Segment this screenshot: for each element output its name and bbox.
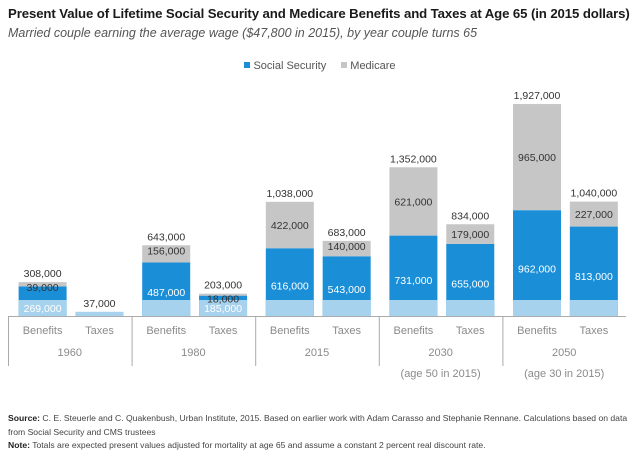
bar-band-2030-taxes xyxy=(446,300,495,316)
data-label-social-security-2050-taxes: 813,000 xyxy=(575,271,613,283)
data-label-total-1980-benefits: 643,000 xyxy=(147,231,185,243)
x-tick-label-2050-taxes: Taxes xyxy=(579,325,608,337)
bar-medicare-2050-taxes xyxy=(569,201,618,227)
bar-medicare-1980-taxes xyxy=(199,293,248,296)
bar-medicare-2015-taxes xyxy=(322,240,371,257)
legend-swatch-medicare xyxy=(341,62,348,69)
chart-title: Present Value of Lifetime Social Securit… xyxy=(8,6,630,21)
chart-footer: Source: C. E. Steuerle and C. Quakenbush… xyxy=(8,412,633,453)
chart-plot-area: 269,000 39,000 308,000 Benefits 37,000 Taxes 4… xyxy=(8,90,626,380)
group-sublabel-2030: (age 50 in 2015) xyxy=(401,368,481,380)
data-label-medicare-1980-taxes: 18,000 xyxy=(207,294,239,306)
source-text: C. E. Steuerle and C. Quakenbush, Urban … xyxy=(8,413,628,437)
note: Note: Totals are expected present values… xyxy=(8,439,633,453)
data-label-medicare-2015-benefits: 422,000 xyxy=(271,220,309,232)
x-tick-label-1980-taxes: Taxes xyxy=(209,325,238,337)
legend: Social Security Medicare xyxy=(0,60,640,72)
bar-band-1980-taxes xyxy=(199,300,248,316)
data-label-medicare-2015-taxes: 140,000 xyxy=(328,241,366,253)
x-tick-label-2015-taxes: Taxes xyxy=(332,325,361,337)
data-label-social-security-2015-benefits: 616,000 xyxy=(271,281,309,293)
x-tick-label-1960-benefits: Benefits xyxy=(23,325,63,337)
data-label-total-2015-benefits: 1,038,000 xyxy=(266,188,313,200)
source-label: Source: xyxy=(8,413,40,423)
data-label-total-1960-taxes: 37,000 xyxy=(83,298,115,310)
note-label: Note: xyxy=(8,440,30,450)
bar-medicare-2030-taxes xyxy=(446,224,495,244)
data-label-social-security-2015-taxes: 543,000 xyxy=(328,284,366,296)
bar-band-2050-benefits xyxy=(513,300,562,316)
data-label-medicare-2030-taxes: 179,000 xyxy=(451,229,489,241)
legend-item-medicare: Medicare xyxy=(341,60,396,72)
x-tick-label-2030-benefits: Benefits xyxy=(394,325,434,337)
legend-swatch-social-security xyxy=(244,62,251,69)
bar-social-security-2050-benefits xyxy=(513,210,562,316)
data-label-social-security-1960-benefits: 269,000 xyxy=(24,303,62,315)
data-label-total-2050-taxes: 1,040,000 xyxy=(571,188,618,200)
x-tick-label-2050-benefits: Benefits xyxy=(517,325,557,337)
group-label-2015: 2015 xyxy=(305,347,329,359)
group-label-2050: 2050 xyxy=(552,347,576,359)
bar-band-1980-benefits xyxy=(142,300,191,316)
bar-band-2015-taxes xyxy=(322,300,371,316)
data-label-total-2015-taxes: 683,000 xyxy=(328,227,366,239)
data-label-social-security-2030-taxes: 655,000 xyxy=(451,279,489,291)
data-label-total-2030-taxes: 834,000 xyxy=(451,210,489,222)
bar-band-2050-taxes xyxy=(569,300,618,316)
group-label-1960: 1960 xyxy=(58,347,82,359)
data-label-total-2030-benefits: 1,352,000 xyxy=(390,153,437,165)
data-label-medicare-1980-benefits: 156,000 xyxy=(147,245,185,257)
data-label-social-security-2050-benefits: 962,000 xyxy=(518,263,556,275)
bar-band-1960-benefits xyxy=(18,300,67,316)
group-label-2030: 2030 xyxy=(428,347,452,359)
data-label-medicare-1960-benefits: 39,000 xyxy=(27,282,59,294)
x-tick-label-1960-taxes: Taxes xyxy=(85,325,114,337)
data-label-medicare-2030-benefits: 621,000 xyxy=(394,196,432,208)
bar-band-2030-benefits xyxy=(389,300,438,316)
data-label-social-security-1980-benefits: 487,000 xyxy=(147,287,185,299)
legend-label-medicare: Medicare xyxy=(350,60,396,72)
bar-medicare-2030-benefits xyxy=(389,167,438,236)
group-sublabel-2050: (age 30 in 2015) xyxy=(524,368,604,380)
data-label-total-2050-benefits: 1,927,000 xyxy=(514,90,561,102)
chart-subtitle: Married couple earning the average wage … xyxy=(8,26,478,40)
data-label-social-security-1980-taxes: 185,000 xyxy=(204,303,242,315)
data-label-total-1960-benefits: 308,000 xyxy=(24,268,62,280)
data-label-medicare-2050-benefits: 965,000 xyxy=(518,152,556,164)
data-label-medicare-2050-taxes: 227,000 xyxy=(575,209,613,221)
bar-band-1960-taxes xyxy=(75,311,124,316)
x-tick-label-1980-benefits: Benefits xyxy=(146,325,186,337)
group-label-1980: 1980 xyxy=(181,347,205,359)
bar-medicare-1960-benefits xyxy=(18,282,67,287)
bar-band-2015-benefits xyxy=(265,300,314,316)
bar-medicare-1980-benefits xyxy=(142,245,191,263)
x-tick-label-2015-benefits: Benefits xyxy=(270,325,310,337)
bar-medicare-2015-benefits xyxy=(265,201,314,249)
note-text: Totals are expected present values adjus… xyxy=(29,440,486,450)
x-tick-label-2030-taxes: Taxes xyxy=(456,325,485,337)
source-note: Source: C. E. Steuerle and C. Quakenbush… xyxy=(8,412,633,439)
data-label-social-security-2030-benefits: 731,000 xyxy=(394,275,432,287)
data-label-total-1980-taxes: 203,000 xyxy=(204,280,242,292)
legend-label-social-security: Social Security xyxy=(253,60,327,72)
bar-medicare-2050-benefits xyxy=(513,104,562,211)
legend-item-social-security: Social Security xyxy=(244,60,326,72)
